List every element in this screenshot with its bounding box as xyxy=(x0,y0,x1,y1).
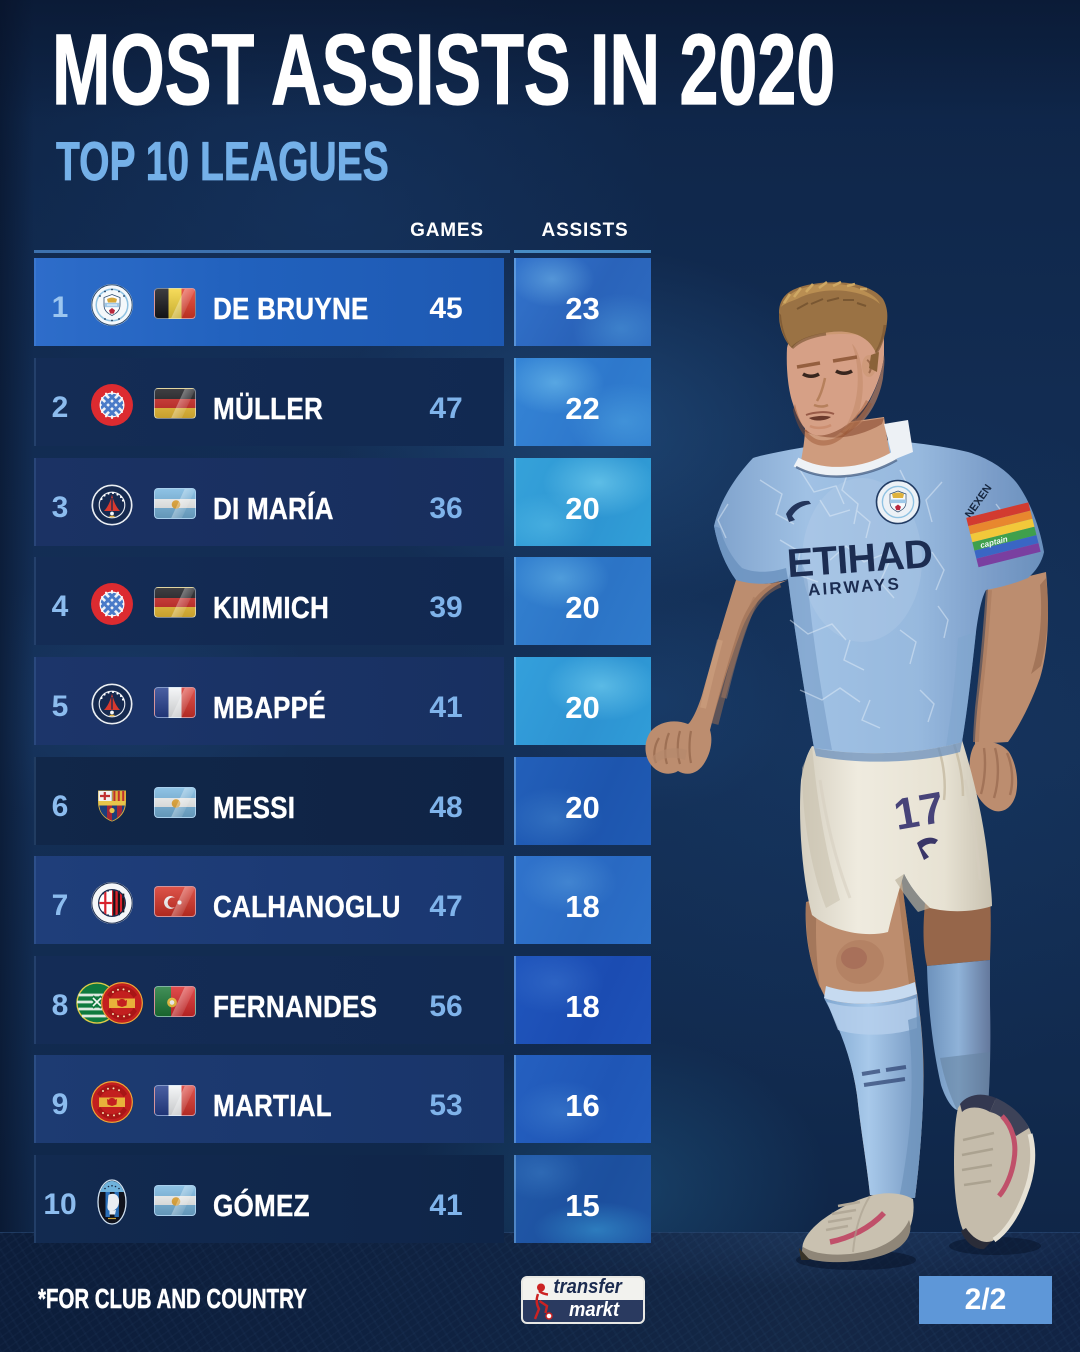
svg-text:ETIHAD: ETIHAD xyxy=(786,532,935,586)
svg-text:17: 17 xyxy=(890,783,948,840)
